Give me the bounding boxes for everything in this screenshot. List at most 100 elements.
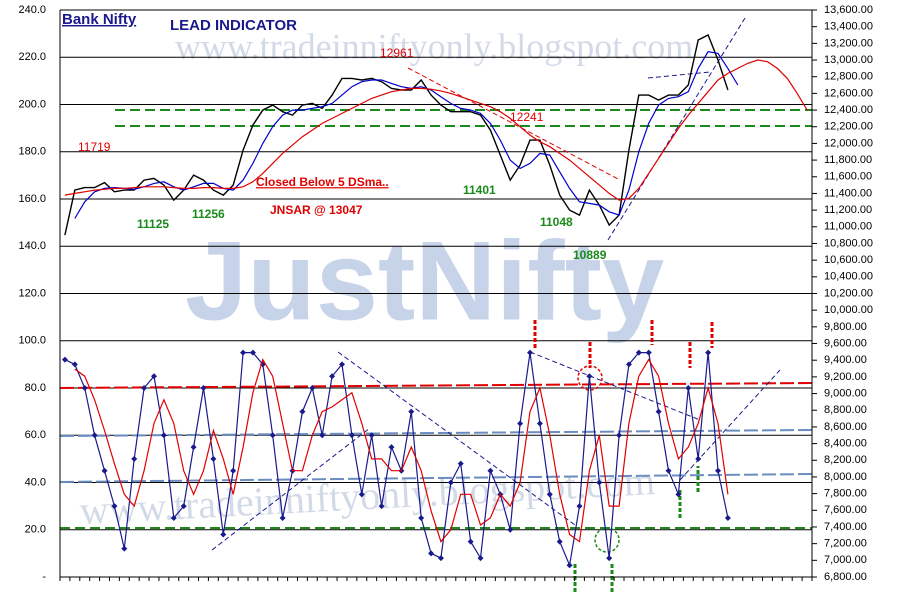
point: [418, 514, 425, 521]
point: [269, 432, 276, 439]
point: [111, 503, 118, 510]
y2-tick-label: 8,400.00: [824, 437, 867, 449]
point: [279, 514, 286, 521]
point: [240, 349, 247, 356]
point: [536, 420, 543, 427]
y2-tick-label: 9,400.00: [824, 354, 867, 366]
point: [151, 373, 157, 380]
annotation: JNSAR @ 13047: [270, 203, 363, 217]
point: [319, 432, 326, 439]
point: [586, 373, 593, 380]
y2-tick-label: 13,600.00: [824, 4, 873, 16]
y-tick-label: -: [42, 571, 46, 583]
highlight: [594, 527, 620, 553]
y2-tick-label: 9,000.00: [824, 387, 867, 399]
y2-tick-label: 12,000.00: [824, 137, 873, 149]
y2-tick-label: 8,600.00: [824, 421, 867, 433]
point: [685, 385, 692, 391]
y-tick-label: 40.0: [25, 476, 46, 488]
point: [190, 444, 197, 451]
y-tick-label: 220.0: [18, 51, 46, 63]
point: [210, 455, 217, 462]
trend-line: [647, 71, 711, 79]
y-tick-label: 160.0: [18, 193, 46, 205]
y2-tick-label: 11,400.00: [824, 187, 872, 199]
y2-tick-label: 7,800.00: [824, 488, 867, 500]
y2-tick-label: 8,000.00: [824, 471, 867, 483]
point: [378, 503, 385, 510]
trend-line: [529, 351, 701, 421]
point: [517, 420, 524, 427]
annotation: 10889: [573, 248, 607, 262]
y-tick-label: 180.0: [18, 146, 46, 158]
annotation: 12961: [380, 46, 414, 60]
y2-tick-label: 11,800.00: [824, 154, 872, 166]
series-line: [64, 34, 729, 236]
y2-tick-label: 10,200.00: [824, 287, 873, 299]
y2-tick-label: 12,800.00: [824, 71, 873, 83]
point: [527, 349, 533, 356]
point: [428, 550, 435, 557]
annotation: 11125: [137, 217, 169, 231]
annotation: 11719: [78, 140, 111, 154]
point: [230, 467, 237, 474]
point: [675, 491, 682, 498]
point: [645, 349, 652, 356]
point: [705, 349, 712, 356]
point: [665, 467, 672, 474]
trend-line: [607, 17, 746, 241]
point: [635, 349, 642, 356]
point: [220, 531, 227, 538]
y2-tick-label: 12,600.00: [824, 87, 873, 99]
point: [695, 455, 702, 462]
point: [556, 538, 563, 545]
annotation: 12241: [510, 110, 544, 124]
y2-tick-label: 12,400.00: [824, 104, 873, 116]
y-tick-label: 140.0: [18, 240, 46, 252]
y-tick-label: 20.0: [25, 524, 46, 536]
y2-tick-label: 10,400.00: [824, 271, 873, 283]
point: [91, 432, 98, 439]
point: [457, 460, 464, 467]
point: [101, 467, 108, 474]
y2-tick-label: 12,200.00: [824, 121, 873, 133]
y2-tick-label: 7,000.00: [824, 554, 867, 566]
point: [309, 385, 316, 391]
point: [131, 455, 138, 462]
point: [368, 432, 375, 439]
y-tick-label: 200.0: [18, 98, 46, 110]
plot: [61, 34, 808, 569]
y-tick-label: 80.0: [25, 382, 46, 394]
point: [141, 385, 148, 391]
y2-tick-label: 10,000.00: [824, 304, 873, 316]
y2-tick-label: 6,800.00: [824, 571, 867, 583]
point: [616, 432, 623, 439]
y2-tick-label: 7,400.00: [824, 521, 867, 533]
point: [507, 526, 514, 533]
y2-tick-label: 10,800.00: [824, 237, 873, 249]
watermark: www.tradeinniftyonly.blogspot.com: [175, 26, 693, 66]
point: [170, 514, 177, 521]
point: [576, 503, 583, 510]
y2-tick-label: 8,800.00: [824, 404, 867, 416]
point: [715, 467, 721, 474]
point: [329, 373, 336, 380]
y2-tick-label: 13,000.00: [824, 54, 873, 66]
y2-tick-label: 9,200.00: [824, 371, 867, 383]
point: [566, 562, 573, 569]
point: [625, 361, 632, 368]
trend-line: [337, 351, 576, 526]
point: [724, 514, 731, 521]
y2-tick-label: 11,600.00: [824, 171, 872, 183]
highlight: [577, 365, 603, 391]
chart-title: Bank Nifty: [62, 11, 137, 28]
annotation: 11401: [463, 183, 496, 197]
point: [348, 432, 355, 439]
point: [358, 491, 365, 498]
series-line: [74, 51, 739, 219]
point: [81, 385, 88, 391]
point: [200, 385, 207, 391]
y-tick-label: 120.0: [18, 287, 46, 299]
y2-tick-label: 7,200.00: [824, 538, 867, 550]
